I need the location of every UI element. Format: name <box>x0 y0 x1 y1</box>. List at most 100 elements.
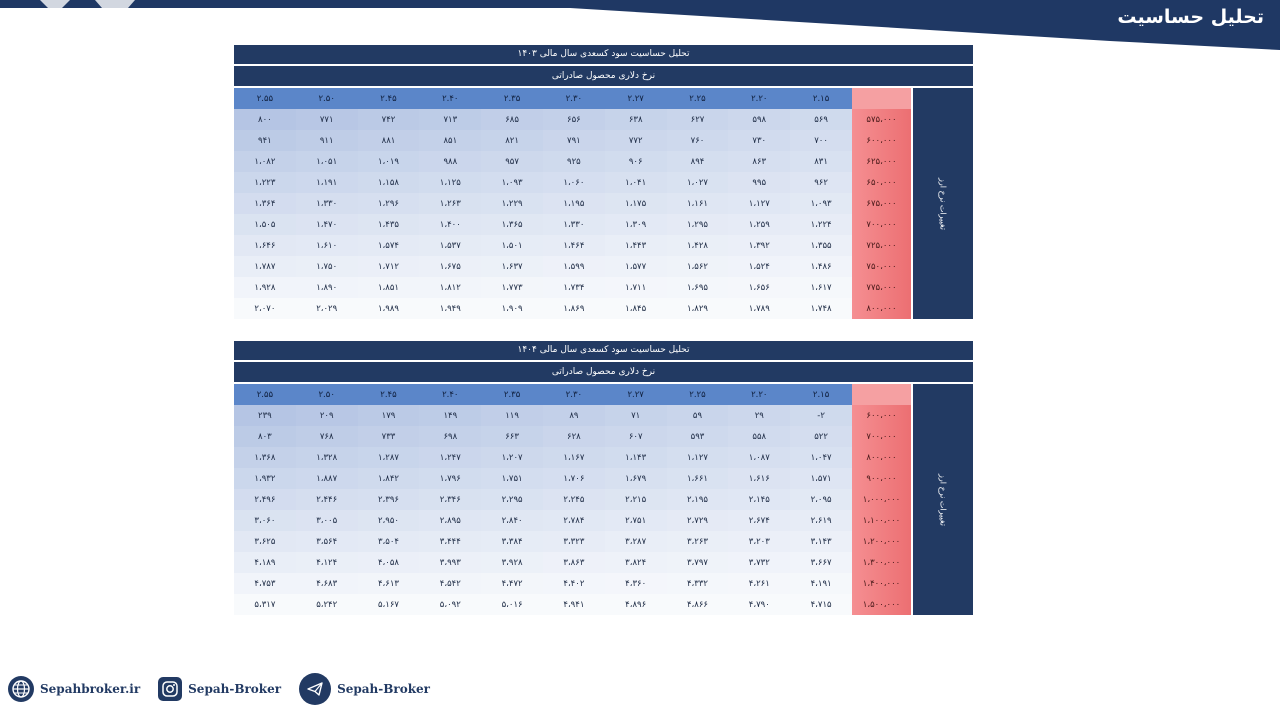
value-cell: ۸۵۱ <box>419 130 482 151</box>
value-cell: ۱،۱۲۷ <box>728 193 791 214</box>
value-cell: ۷۷۲ <box>604 130 667 151</box>
value-cell: ۱،۷۹۶ <box>419 468 482 489</box>
telegram-link[interactable]: Sepah-Broker <box>299 673 430 705</box>
row-label-cell: ۱،۵۰۰،۰۰۰ <box>852 594 911 615</box>
value-cell: ۱،۰۵۱ <box>295 151 358 172</box>
value-cell: ۱،۵۷۱ <box>790 468 852 489</box>
value-cell: ۱،۳۳۰ <box>542 214 605 235</box>
value-cell: ۱،۰۸۲ <box>234 151 296 172</box>
table-row: ۱،۳۶۸ ۱،۳۲۸ ۱،۲۸۷ ۱،۲۴۷ ۱،۲۰۷ ۱،۱۶۷ ۱،۱۴۳ ۱،۱۲۷… <box>234 447 911 468</box>
value-cell: ۱،۷۸۹ <box>728 298 791 319</box>
value-cell: ۱،۹۴۹ <box>419 298 482 319</box>
table-title: تحلیل حساسیت سود کسعدی سال مالی ۱۴۰۴ <box>234 341 973 360</box>
sensitivity-table-1404: تحلیل حساسیت سود کسعدی سال مالی ۱۴۰۴ نرخ… <box>234 341 973 617</box>
value-cell: ۱،۵۲۴ <box>728 256 791 277</box>
value-cell: ۱،۱۶۷ <box>542 447 605 468</box>
value-cell: ۱،۵۹۹ <box>542 256 605 277</box>
value-cell: ۱،۴۰۰ <box>419 214 482 235</box>
row-label-cell: ۸۰۰،۰۰۰ <box>852 298 911 319</box>
value-cell: ۷۱ <box>604 405 667 426</box>
instagram-text: Sepah-Broker <box>188 682 282 696</box>
value-cell: ۹۶۲ <box>790 172 852 193</box>
value-cell: ۱،۳۰۹ <box>604 214 667 235</box>
row-label-cell: ۱،۰۰۰،۰۰۰ <box>852 489 911 510</box>
value-cell: ۴،۴۰۲ <box>542 573 605 594</box>
value-cell: ۱،۲۴۷ <box>419 447 482 468</box>
table-row: ۱،۲۲۳ ۱،۱۹۱ ۱،۱۵۸ ۱،۱۲۵ ۱،۰۹۳ ۱،۰۶۰ ۱،۰۴۱ ۱،۰۲۷… <box>234 172 911 193</box>
value-cell: ۸۰۰ <box>234 109 296 130</box>
column-header: ۲.۵۰ <box>295 384 358 405</box>
value-cell: ۱،۷۰۶ <box>542 468 605 489</box>
value-cell: ۷۹۱ <box>542 130 605 151</box>
value-cell: ۱،۲۵۹ <box>728 214 791 235</box>
value-cell: ۳،۳۲۳ <box>542 531 605 552</box>
column-header: ۲.۳۵ <box>481 88 543 109</box>
value-cell: ۱،۸۸۷ <box>295 468 358 489</box>
instagram-link[interactable]: Sepah-Broker <box>158 677 281 701</box>
column-header: ۲.۱۵ <box>790 384 852 405</box>
value-cell: ۱،۷۵۱ <box>481 468 543 489</box>
column-header: ۲.۱۵ <box>790 88 852 109</box>
value-cell: ۲۰۹ <box>295 405 358 426</box>
value-cell: ۱،۴۴۳ <box>604 235 667 256</box>
value-cell: ۳،۳۸۴ <box>481 531 543 552</box>
value-cell: ۲،۳۹۶ <box>357 489 420 510</box>
value-cell: ۷۳۳ <box>357 426 420 447</box>
value-cell: ۴،۳۶۰ <box>604 573 667 594</box>
value-cell: ۲،۷۵۱ <box>604 510 667 531</box>
telegram-icon <box>299 673 332 705</box>
value-cell: ۸۶۳ <box>728 151 791 172</box>
value-cell: ۱،۲۶۳ <box>419 193 482 214</box>
value-cell: ۱،۷۱۱ <box>604 277 667 298</box>
value-cell: ۵،۲۴۲ <box>295 594 358 615</box>
value-cell: ۱،۴۸۶ <box>790 256 852 277</box>
value-cell: ۱،۹۰۹ <box>481 298 543 319</box>
value-cell: ۳،۵۰۴ <box>357 531 420 552</box>
value-cell: ۵۹۸ <box>728 109 791 130</box>
value-cell: ۷۷۱ <box>295 109 358 130</box>
website-link[interactable]: Sepahbroker.ir <box>8 676 140 702</box>
value-cell: ۴،۴۷۲ <box>481 573 543 594</box>
value-cell: ۳،۱۴۳ <box>790 531 852 552</box>
website-text: Sepahbroker.ir <box>40 682 141 696</box>
value-cell: ۱،۷۳۴ <box>542 277 605 298</box>
column-header: ۲.۵۰ <box>295 88 358 109</box>
value-cell: ۹۴۱ <box>234 130 296 151</box>
value-cell: ۱،۳۶۸ <box>234 447 296 468</box>
side-label-cell: تغییرات نرخ ارز <box>913 384 973 615</box>
value-cell: ۱،۸۵۱ <box>357 277 420 298</box>
sensitivity-grid: ۲.۵۵ ۲.۵۰ ۲.۴۵ ۲.۴۰ ۲.۳۵ ۲.۳۰ ۲.۲۷ ۲.۲۵ ۲.۲۰ ۲.۱۵… <box>234 384 911 615</box>
value-cell: ۱،۶۳۷ <box>481 256 543 277</box>
value-cell: ۲،۴۹۶ <box>234 489 296 510</box>
value-cell: ۱۴۹ <box>419 405 482 426</box>
row-label-cell: ۱،۴۰۰،۰۰۰ <box>852 573 911 594</box>
row-label-cell: ۶۰۰،۰۰۰ <box>852 405 911 426</box>
value-cell: ۱،۸۶۹ <box>542 298 605 319</box>
value-cell: ۷۰۰ <box>790 130 852 151</box>
value-cell: ۳،۴۴۴ <box>419 531 482 552</box>
value-cell: ۳،۷۹۷ <box>666 552 729 573</box>
globe-icon <box>8 676 34 702</box>
column-header: ۲.۲۵ <box>666 88 729 109</box>
value-cell: ۲،۰۲۹ <box>295 298 358 319</box>
value-cell: ۴،۷۹۰ <box>728 594 791 615</box>
value-cell: ۸۹۴ <box>666 151 729 172</box>
value-cell: ۱،۷۱۲ <box>357 256 420 277</box>
value-cell: ۳،۷۳۲ <box>728 552 791 573</box>
value-cell: ۱،۸۴۲ <box>357 468 420 489</box>
value-cell: ۱،۰۱۹ <box>357 151 420 172</box>
value-cell: ۱،۰۲۷ <box>666 172 729 193</box>
value-cell: ۱،۰۹۳ <box>481 172 543 193</box>
row-label-cell: ۶۵۰،۰۰۰ <box>852 172 911 193</box>
value-cell: ۱،۵۰۵ <box>234 214 296 235</box>
row-label-cell: ۹۰۰،۰۰۰ <box>852 468 911 489</box>
column-header: ۲.۳۵ <box>481 384 543 405</box>
value-cell: ۴،۷۵۳ <box>234 573 296 594</box>
value-cell: -۲ <box>790 405 852 426</box>
row-label-cell: ۶۰۰،۰۰۰ <box>852 130 911 151</box>
value-cell: ۹۰۶ <box>604 151 667 172</box>
table-row: ۴،۷۵۳ ۴،۶۸۳ ۴،۶۱۳ ۴،۵۴۲ ۴،۴۷۲ ۴،۴۰۲ ۴،۳۶۰ ۴،۳۳۲… <box>234 573 911 594</box>
value-cell: ۶۹۸ <box>419 426 482 447</box>
value-cell: ۶۰۷ <box>604 426 667 447</box>
sensitivity-table-1403: تحلیل حساسیت سود کسعدی سال مالی ۱۴۰۳ نرخ… <box>234 45 973 321</box>
